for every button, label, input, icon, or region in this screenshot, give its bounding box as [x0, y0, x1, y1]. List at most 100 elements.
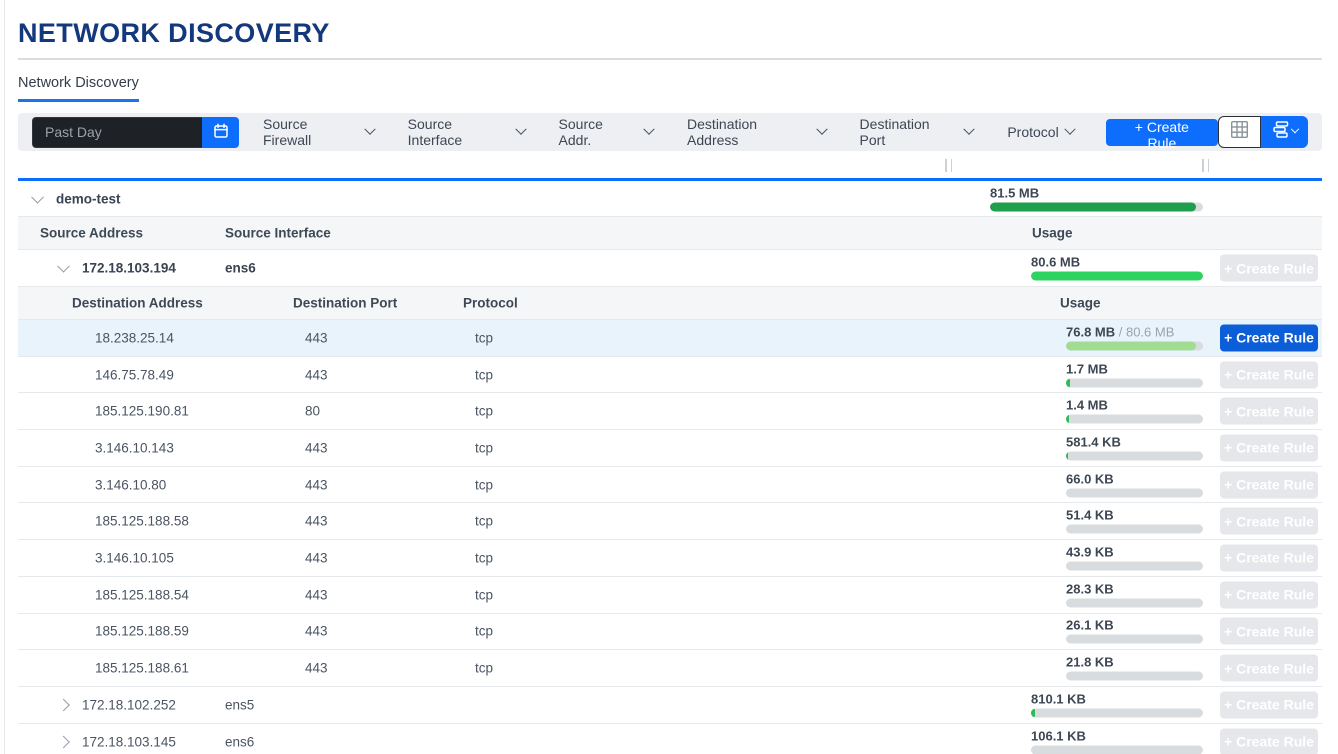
create-rule-button-disabled: + Create Rule	[1220, 434, 1318, 462]
create-rule-button-disabled: + Create Rule	[1220, 544, 1318, 572]
destination-port: 443	[305, 513, 328, 529]
date-range-group	[32, 116, 239, 148]
protocol: tcp	[475, 403, 494, 419]
source-address: 172.18.103.194	[82, 260, 176, 276]
chevron-down-icon[interactable]	[31, 190, 44, 204]
usage-value: 66.0 KB	[1066, 471, 1114, 487]
usage-value: 80.6 MB	[1031, 254, 1081, 270]
create-rule-button-disabled: + Create Rule	[1220, 397, 1318, 425]
source-interface: ens6	[225, 260, 256, 276]
usage-cell: 66.0 KB	[1066, 471, 1203, 498]
chevron-right-icon[interactable]	[57, 735, 70, 749]
column-resize-handle[interactable]	[1202, 159, 1209, 172]
destination-address: 146.75.78.49	[95, 367, 174, 383]
destination-address: 18.238.25.14	[95, 330, 174, 346]
usage-value: 51.4 KB	[1066, 507, 1114, 523]
usage-value: 26.1 KB	[1066, 617, 1114, 633]
protocol: tcp	[475, 513, 494, 529]
filter-label: Destination Address	[687, 116, 758, 148]
filter-dropdowns: Source Firewall Source Interface Source …	[263, 116, 1076, 148]
usage-value: 28.3 KB	[1066, 581, 1114, 597]
protocol: tcp	[475, 330, 494, 346]
destination-row[interactable]: 18.238.25.14 443 tcp 76.8 MB / 80.6 MB +…	[18, 320, 1322, 357]
filter-label: Source Addr.	[558, 116, 603, 148]
destination-address: 3.146.10.105	[95, 550, 174, 566]
destination-row[interactable]: 185.125.188.58 443 tcp 51.4 KB + Create …	[18, 503, 1322, 541]
usage-bar	[1066, 598, 1203, 608]
date-range-input[interactable]	[32, 116, 202, 148]
destination-port: 80	[305, 403, 321, 419]
usage-cell: 76.8 MB / 80.6 MB	[1066, 325, 1203, 351]
chevron-down-icon	[643, 123, 655, 135]
destination-address: 185.125.188.59	[95, 623, 189, 639]
filter-destination-address[interactable]: Destination Address	[687, 116, 828, 148]
create-rule-button-disabled: + Create Rule	[1220, 728, 1318, 754]
usage-cell: 21.8 KB	[1066, 656, 1203, 681]
usage-cell: 1.7 MB	[1066, 362, 1203, 388]
source-row-collapsed[interactable]: 172.18.102.252 ens5 810.1 KB + Create Ru…	[18, 686, 1322, 724]
group-row-demo-test[interactable]: demo-test 81.5 MB	[18, 181, 1322, 217]
destination-row[interactable]: 185.125.188.61 443 tcp 21.8 KB + Create …	[18, 650, 1322, 687]
col-destination-port: Destination Port	[293, 295, 398, 311]
usage-bar	[1066, 524, 1203, 534]
tree-view-icon	[1272, 121, 1290, 143]
usage-cell: 28.3 KB	[1066, 581, 1203, 608]
source-row-collapsed[interactable]: 172.18.103.145 ens6 106.1 KB + Create Ru…	[18, 723, 1322, 754]
usage-bar	[1066, 378, 1203, 388]
chevron-down-icon	[364, 123, 376, 135]
source-interface: ens6	[225, 734, 255, 750]
destination-row[interactable]: 146.75.78.49 443 tcp 1.7 MB + Create Rul…	[18, 356, 1322, 394]
chevron-down-icon	[1290, 124, 1299, 134]
usage-bar-fill	[1066, 378, 1071, 388]
destination-row[interactable]: 185.125.188.59 443 tcp 26.1 KB + Create …	[18, 613, 1322, 651]
usage-cell: 80.6 MB	[1031, 256, 1203, 281]
usage-bar	[1066, 488, 1203, 498]
tree-view-button[interactable]	[1261, 116, 1308, 148]
chevron-down-icon	[963, 123, 975, 135]
filter-protocol[interactable]: Protocol	[1007, 123, 1076, 140]
tab-network-discovery[interactable]: Network Discovery	[18, 75, 139, 102]
create-rule-button-disabled: + Create Rule	[1220, 617, 1318, 645]
chevron-down-icon[interactable]	[57, 259, 70, 273]
create-rule-button-disabled: + Create Rule	[1220, 254, 1318, 282]
create-rule-button-disabled: + Create Rule	[1220, 471, 1318, 499]
source-row[interactable]: 172.18.103.194 ens6 80.6 MB + Create Rul…	[18, 250, 1322, 287]
filter-source-firewall[interactable]: Source Firewall	[263, 116, 376, 148]
filter-source-interface[interactable]: Source Interface	[407, 116, 527, 148]
usage-cell: 581.4 KB	[1066, 434, 1203, 461]
destination-row[interactable]: 185.125.190.81 80 tcp 1.4 MB + Create Ru…	[18, 393, 1322, 431]
destination-row[interactable]: 3.146.10.80 443 tcp 66.0 KB + Create Rul…	[18, 466, 1322, 504]
calendar-button[interactable]	[202, 116, 239, 148]
column-resize-handle[interactable]	[945, 159, 952, 172]
usage-bar	[1066, 671, 1203, 681]
protocol: tcp	[475, 660, 494, 676]
destination-row[interactable]: 3.146.10.143 443 tcp 581.4 KB + Create R…	[18, 430, 1322, 467]
destination-row[interactable]: 185.125.188.54 443 tcp 28.3 KB + Create …	[18, 576, 1322, 614]
create-rule-button[interactable]: + Create Rule	[1105, 118, 1218, 151]
create-rule-button[interactable]: + Create Rule	[1220, 324, 1318, 352]
destination-port: 443	[305, 440, 328, 456]
table-view-button[interactable]	[1218, 116, 1261, 148]
view-toggle-group	[1218, 116, 1308, 148]
usage-cell: 43.9 KB	[1066, 545, 1203, 571]
usage-cell: 1.4 MB	[1066, 399, 1203, 424]
source-header-row: Source Address Source Interface Usage	[18, 217, 1322, 250]
usage-value: 106.1 KB	[1031, 728, 1086, 744]
usage-value: 81.5 MB	[990, 185, 1040, 200]
destination-row[interactable]: 3.146.10.105 443 tcp 43.9 KB + Create Ru…	[18, 540, 1322, 577]
source-interface: ens5	[225, 697, 255, 713]
col-source-address: Source Address	[40, 225, 144, 241]
chevron-down-icon	[815, 123, 828, 135]
destination-port: 443	[305, 477, 328, 493]
page-left-border	[4, 0, 5, 754]
chevron-right-icon[interactable]	[57, 698, 70, 712]
filter-toolbar: Source Firewall Source Interface Source …	[18, 113, 1322, 151]
filter-destination-port[interactable]: Destination Port	[860, 116, 975, 148]
filter-label: Source Interface	[407, 116, 463, 148]
protocol: tcp	[475, 587, 494, 603]
usage-value: 581.4 KB	[1066, 434, 1121, 450]
chevron-down-icon	[514, 123, 527, 135]
usage-bar-fill	[990, 202, 1196, 211]
usage-bar-fill	[1066, 451, 1068, 461]
filter-source-addr[interactable]: Source Addr.	[558, 116, 655, 148]
